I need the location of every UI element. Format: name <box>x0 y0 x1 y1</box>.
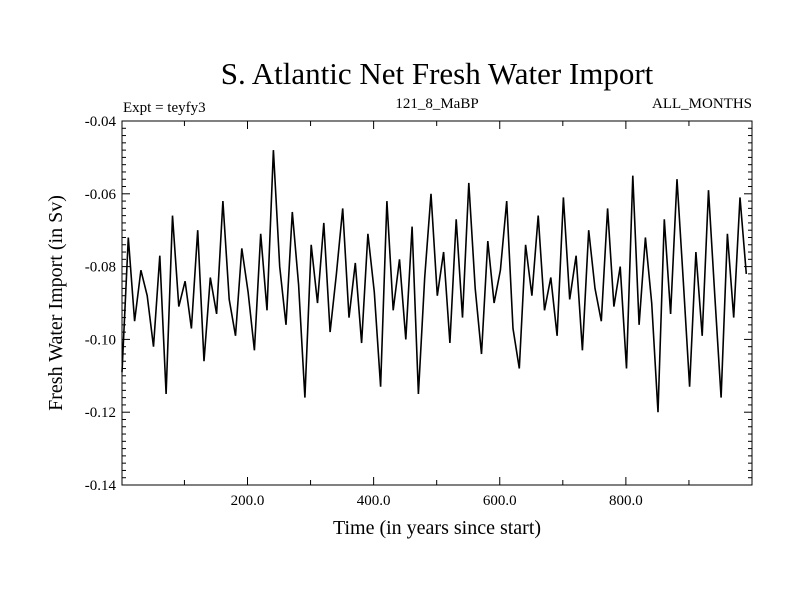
chart-subtitle-center: 121_8_MaBP <box>395 96 478 112</box>
y-tick-label: -0.14 <box>85 478 117 494</box>
x-tick-label: 800.0 <box>609 493 643 509</box>
chart-subtitle-right: ALL_MONTHS <box>652 96 752 112</box>
x-tick-label: 600.0 <box>483 493 517 509</box>
x-tick-label: 200.0 <box>231 493 265 509</box>
x-axis: 200.0 400.0 600.0 800.0 <box>183 121 690 509</box>
y-tick-label: -0.12 <box>85 405 116 421</box>
x-tick-label: 400.0 <box>357 493 391 509</box>
x-axis-label: Time (in years since start) <box>333 517 541 539</box>
y-axis-label: Fresh Water Import (in Sv) <box>45 195 67 411</box>
y-tick-label: -0.08 <box>85 260 116 276</box>
y-tick-label: -0.06 <box>85 187 117 203</box>
series-layer <box>121 150 748 413</box>
series-line <box>121 150 748 413</box>
chart-title: S. Atlantic Net Fresh Water Import <box>221 56 654 91</box>
chart-subtitle-left: Expt = teyfy3 <box>123 100 206 116</box>
y-tick-label: -0.10 <box>85 332 116 348</box>
y-tick-label: -0.04 <box>85 114 117 130</box>
y-axis: -0.14 -0.12 -0.10 -0.08 -0.06 -0.04 <box>85 114 752 494</box>
